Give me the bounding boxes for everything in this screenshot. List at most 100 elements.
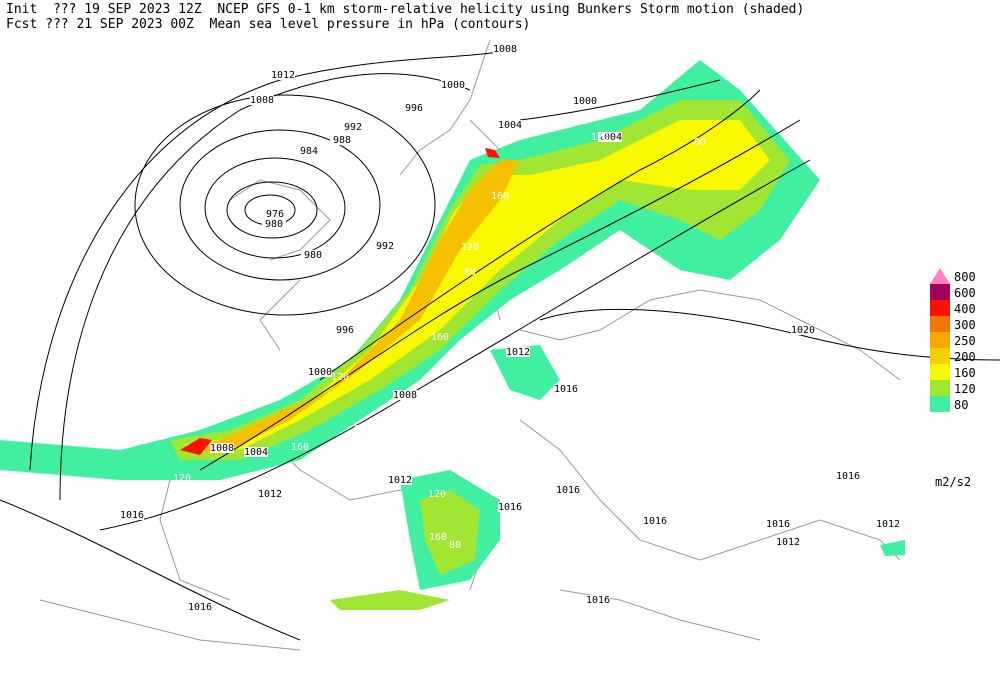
isobar-label-bg: [506, 347, 530, 357]
isobar-label: 1016: [643, 516, 667, 527]
helicity-label: 120: [428, 489, 446, 500]
legend: 80 120 160 200 250 300 400 600 800 m2/s2: [930, 268, 976, 489]
isobar-label-bg: [766, 519, 790, 529]
isobar-label-bg: [297, 146, 321, 156]
isobar-label-bg: [341, 122, 365, 132]
legend-swatch: [930, 380, 950, 396]
isobar-label-bg: [402, 103, 426, 113]
helicity-label: 120: [286, 166, 304, 177]
isobar-label-bg: [388, 475, 412, 485]
isobar-label-bg: [598, 132, 622, 142]
isobar-label: 988: [333, 135, 351, 146]
isobar-label-bg: [498, 120, 522, 130]
legend-label: 400: [954, 302, 976, 316]
isobar-label: 1016: [556, 485, 580, 496]
isobar-label-bg: [330, 135, 354, 145]
isobar-label: 1004: [598, 132, 622, 143]
helicity-label: 120: [173, 473, 191, 484]
isobar-label: 1012: [506, 347, 530, 358]
legend-label: 600: [954, 286, 976, 300]
isobar-label: 1008: [210, 443, 234, 454]
legend-label: 80: [954, 398, 968, 412]
legend-swatch: [930, 316, 950, 332]
isobar-label-bg: [643, 516, 667, 526]
isobar-label: 1012: [258, 489, 282, 500]
isobar-label: 1012: [876, 519, 900, 530]
isobar-label: 1012: [776, 537, 800, 548]
legend-label: 300: [954, 318, 976, 332]
legend-swatch: [930, 348, 950, 364]
isobar-label: 992: [376, 241, 394, 252]
isobar-label: 1012: [271, 70, 295, 81]
legend-label: 120: [954, 382, 976, 396]
isobar-label: 996: [336, 325, 354, 336]
isobar-label-bg: [498, 502, 522, 512]
isobar-label: 1016: [766, 519, 790, 530]
legend-swatch: [930, 300, 950, 316]
isobar-label-bg: [441, 80, 465, 90]
helicity-label: 160: [431, 332, 449, 343]
isobar-label-bg: [393, 390, 417, 400]
isobar-label-bg: [263, 209, 287, 219]
isobar-label: 996: [405, 103, 423, 114]
isobar-label-bg: [776, 537, 800, 547]
legend-label: 160: [954, 366, 976, 380]
isobar-label: 976: [266, 209, 284, 220]
isobar-label-bg: [188, 602, 212, 612]
isobar-label-bg: [573, 96, 597, 106]
isobar-label: 1004: [498, 120, 522, 131]
isobar-label-bg: [373, 241, 397, 251]
isobar-label-bg: [244, 447, 268, 457]
isobar-label-bg: [586, 595, 610, 605]
isobar-label-bg: [120, 510, 144, 520]
header-line2: Fcst ??? 21 SEP 2023 00Z Mean sea level …: [6, 17, 530, 32]
helicity-label: 120: [331, 372, 349, 383]
isobar-label-bg: [791, 325, 815, 335]
isobar-label-bg: [262, 219, 286, 229]
helicity-label: 80: [74, 478, 86, 489]
legend-label: 250: [954, 334, 976, 348]
isobar-label: 1012: [388, 475, 412, 486]
isobar-label: 1016: [120, 510, 144, 521]
isobar-label-bg: [271, 70, 295, 80]
helicity-label: 200: [431, 175, 449, 186]
helicity-label: 120: [461, 242, 479, 253]
isobar-label: 1004: [244, 447, 268, 458]
helicity-label: 160: [491, 191, 509, 202]
legend-swatch: [930, 396, 950, 412]
helicity-label: 80: [694, 137, 706, 148]
isobar-label-bg: [210, 443, 234, 453]
isobar-label: 1020: [791, 325, 815, 336]
isobar-label-bg: [554, 384, 578, 394]
helicity-shading: [0, 60, 905, 610]
helicity-label: 160: [291, 442, 309, 453]
isobar-label: 1000: [573, 96, 597, 107]
isobar-label: 1016: [586, 595, 610, 606]
legend-label: 200: [954, 350, 976, 364]
isobar-label: 1008: [493, 44, 517, 55]
helicity-label: 80: [464, 267, 476, 278]
helicity-label: 80: [121, 238, 133, 249]
labels: 1008 1012 1008 1000 996 1004 1000 1004 992 988 984…: [74, 44, 900, 613]
isobar-label: 1016: [188, 602, 212, 613]
helicity-label: 120: [386, 149, 404, 160]
isobar-label: 1008: [250, 95, 274, 106]
isobar-label-bg: [836, 471, 860, 481]
isobar-label: 1016: [498, 502, 522, 513]
isobar-label: 1016: [836, 471, 860, 482]
isobar-label-bg: [258, 489, 282, 499]
isobar-label-bg: [493, 44, 517, 54]
isobar-label-bg: [250, 95, 274, 105]
isobar-label: 1016: [554, 384, 578, 395]
helicity-label: 160: [429, 532, 447, 543]
isobar-label-bg: [308, 367, 332, 377]
legend-label: 800: [954, 270, 976, 284]
isobar-label-bg: [333, 325, 357, 335]
helicity-label: 120: [591, 132, 609, 143]
header-line1: Init ??? 19 SEP 2023 12Z NCEP GFS 0-1 km…: [6, 2, 804, 17]
isobar-label-bg: [556, 485, 580, 495]
legend-unit: m2/s2: [935, 475, 971, 489]
isobar-label: 1000: [308, 367, 332, 378]
